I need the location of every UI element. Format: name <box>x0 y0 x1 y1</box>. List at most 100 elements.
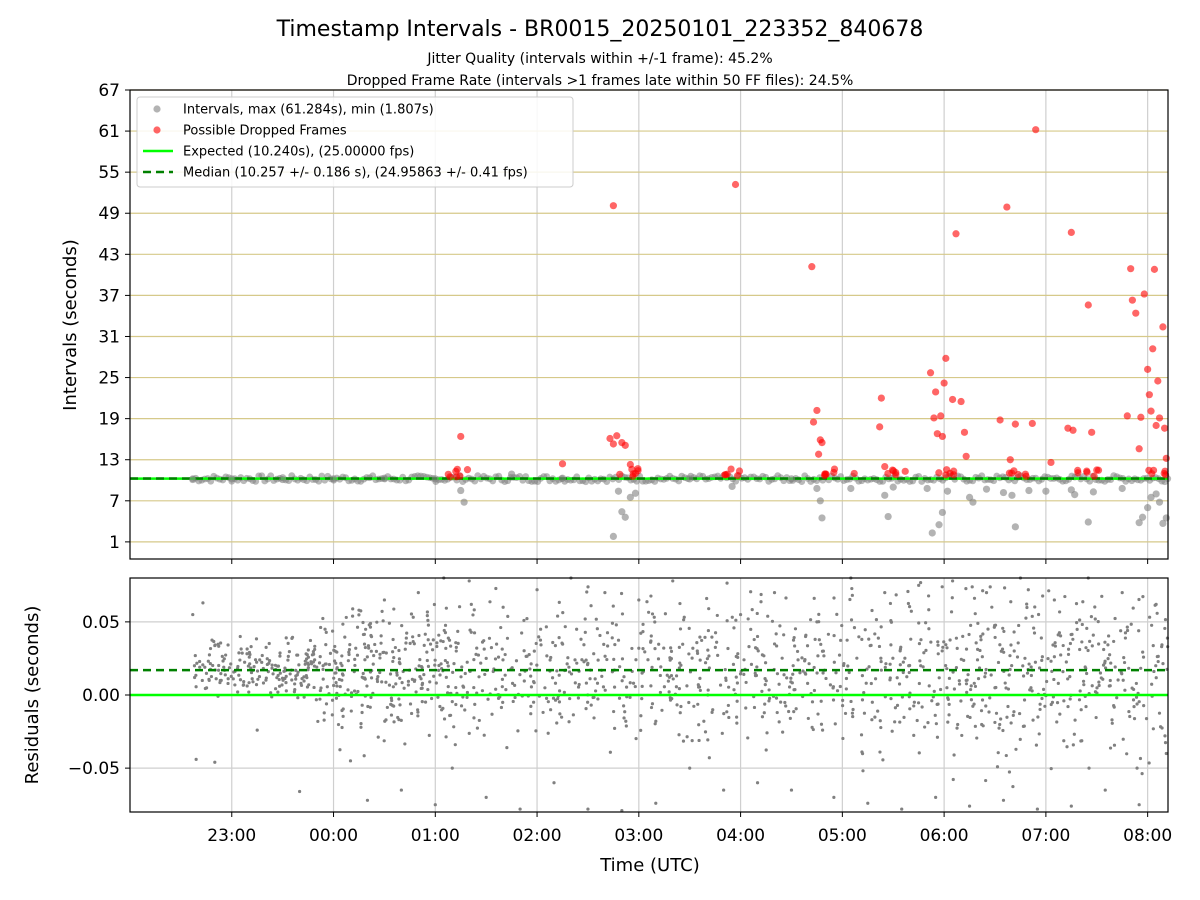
residual-dot <box>332 676 336 680</box>
residual-dot <box>203 665 207 669</box>
residual-dot <box>426 638 430 642</box>
residual-dot <box>258 658 262 662</box>
residual-dot <box>525 617 529 621</box>
dropped-frame-point <box>932 388 940 396</box>
residual-dot <box>738 672 743 676</box>
residual-dot <box>973 612 977 616</box>
residual-dot <box>1160 643 1164 647</box>
residual-dot <box>218 678 222 683</box>
residual-dot <box>297 663 301 667</box>
residual-dot <box>333 649 337 653</box>
residual-dot <box>1032 626 1036 630</box>
residual-dot <box>895 703 900 707</box>
residual-dot <box>499 625 503 630</box>
residual-dot <box>1103 659 1107 663</box>
residual-dot <box>416 708 420 712</box>
residual-dot <box>430 648 435 652</box>
residual-dot <box>346 688 350 692</box>
residual-dot <box>912 704 916 708</box>
residual-dot <box>1049 767 1053 771</box>
residual-dot <box>461 695 465 699</box>
residual-dot <box>863 628 867 632</box>
residual-dot <box>254 683 259 687</box>
residual-dot <box>216 642 220 646</box>
residual-dot <box>1007 673 1011 677</box>
residual-dot <box>1075 627 1079 632</box>
residual-dot <box>579 637 583 641</box>
residual-dot <box>767 696 772 700</box>
residual-dot <box>341 714 345 718</box>
residual-dot <box>631 681 636 685</box>
residual-dot <box>1045 679 1049 684</box>
residual-dot <box>201 663 205 667</box>
residual-dot <box>321 677 325 681</box>
residual-dot <box>774 696 779 700</box>
residual-dot <box>649 640 653 644</box>
interval-point <box>1084 518 1092 526</box>
residual-dot <box>361 671 365 676</box>
residual-dot <box>360 710 364 715</box>
residual-dot <box>907 604 912 609</box>
residual-dot <box>441 706 445 710</box>
residual-dot <box>493 657 498 661</box>
residual-dot <box>545 654 549 658</box>
residual-dot <box>273 687 278 691</box>
residual-dot <box>1101 677 1105 681</box>
interval-point <box>508 470 516 478</box>
residual-dot <box>844 676 849 681</box>
residual-dot <box>705 657 710 661</box>
residual-dot <box>895 676 899 680</box>
residual-point <box>552 781 556 785</box>
dropped-frame-point <box>1128 296 1136 304</box>
residual-dot <box>1004 753 1008 758</box>
dropped-frame-point <box>1067 228 1075 237</box>
residual-dot <box>995 765 1000 769</box>
residual-dot <box>392 607 396 611</box>
residual-dot <box>954 666 959 670</box>
residual-dot <box>482 639 486 643</box>
residual-dot <box>1058 610 1062 614</box>
residual-dot <box>1031 718 1035 722</box>
residual-dot <box>637 646 641 650</box>
dropped-frame-point <box>942 354 950 362</box>
residual-dot <box>330 713 334 717</box>
residual-dot <box>832 596 836 600</box>
dropped-frame-point <box>818 439 826 447</box>
legend-box <box>136 96 574 188</box>
x-axis-label: Time (UTC) <box>599 855 700 876</box>
residual-dot <box>472 631 477 635</box>
residual-dot <box>951 777 955 782</box>
residual-dot <box>972 681 976 685</box>
residual-dot <box>935 735 940 739</box>
residual-dot <box>295 673 299 677</box>
residual-point <box>484 795 488 799</box>
residual-dot <box>945 646 949 650</box>
residual-dot <box>241 683 246 687</box>
residual-dot <box>901 660 905 664</box>
residual-dot <box>698 676 702 680</box>
residual-dot <box>1037 666 1042 670</box>
residual-dot <box>486 697 490 701</box>
residual-dot <box>779 700 783 704</box>
dropped-frame-point <box>457 432 465 441</box>
residual-dot <box>775 710 779 715</box>
residual-dot <box>640 684 644 688</box>
residual-dot <box>812 688 817 693</box>
residual-point <box>620 808 624 813</box>
residual-dot <box>391 659 395 664</box>
residual-dot <box>457 605 462 609</box>
residual-dot <box>557 700 562 704</box>
dropped-frame-point <box>1047 458 1055 467</box>
residual-dot <box>319 686 323 690</box>
residual-dot <box>255 660 259 664</box>
residual-dot <box>1011 784 1015 789</box>
residual-dot <box>1029 673 1033 678</box>
residual-dot <box>725 619 729 623</box>
residual-point <box>201 601 205 605</box>
dropped-frame-point <box>1149 345 1157 353</box>
interval-point <box>943 487 952 495</box>
residual-dot <box>889 697 893 701</box>
residual-dot <box>1066 647 1071 651</box>
residual-dot <box>1110 718 1114 722</box>
residual-dot <box>398 676 402 680</box>
